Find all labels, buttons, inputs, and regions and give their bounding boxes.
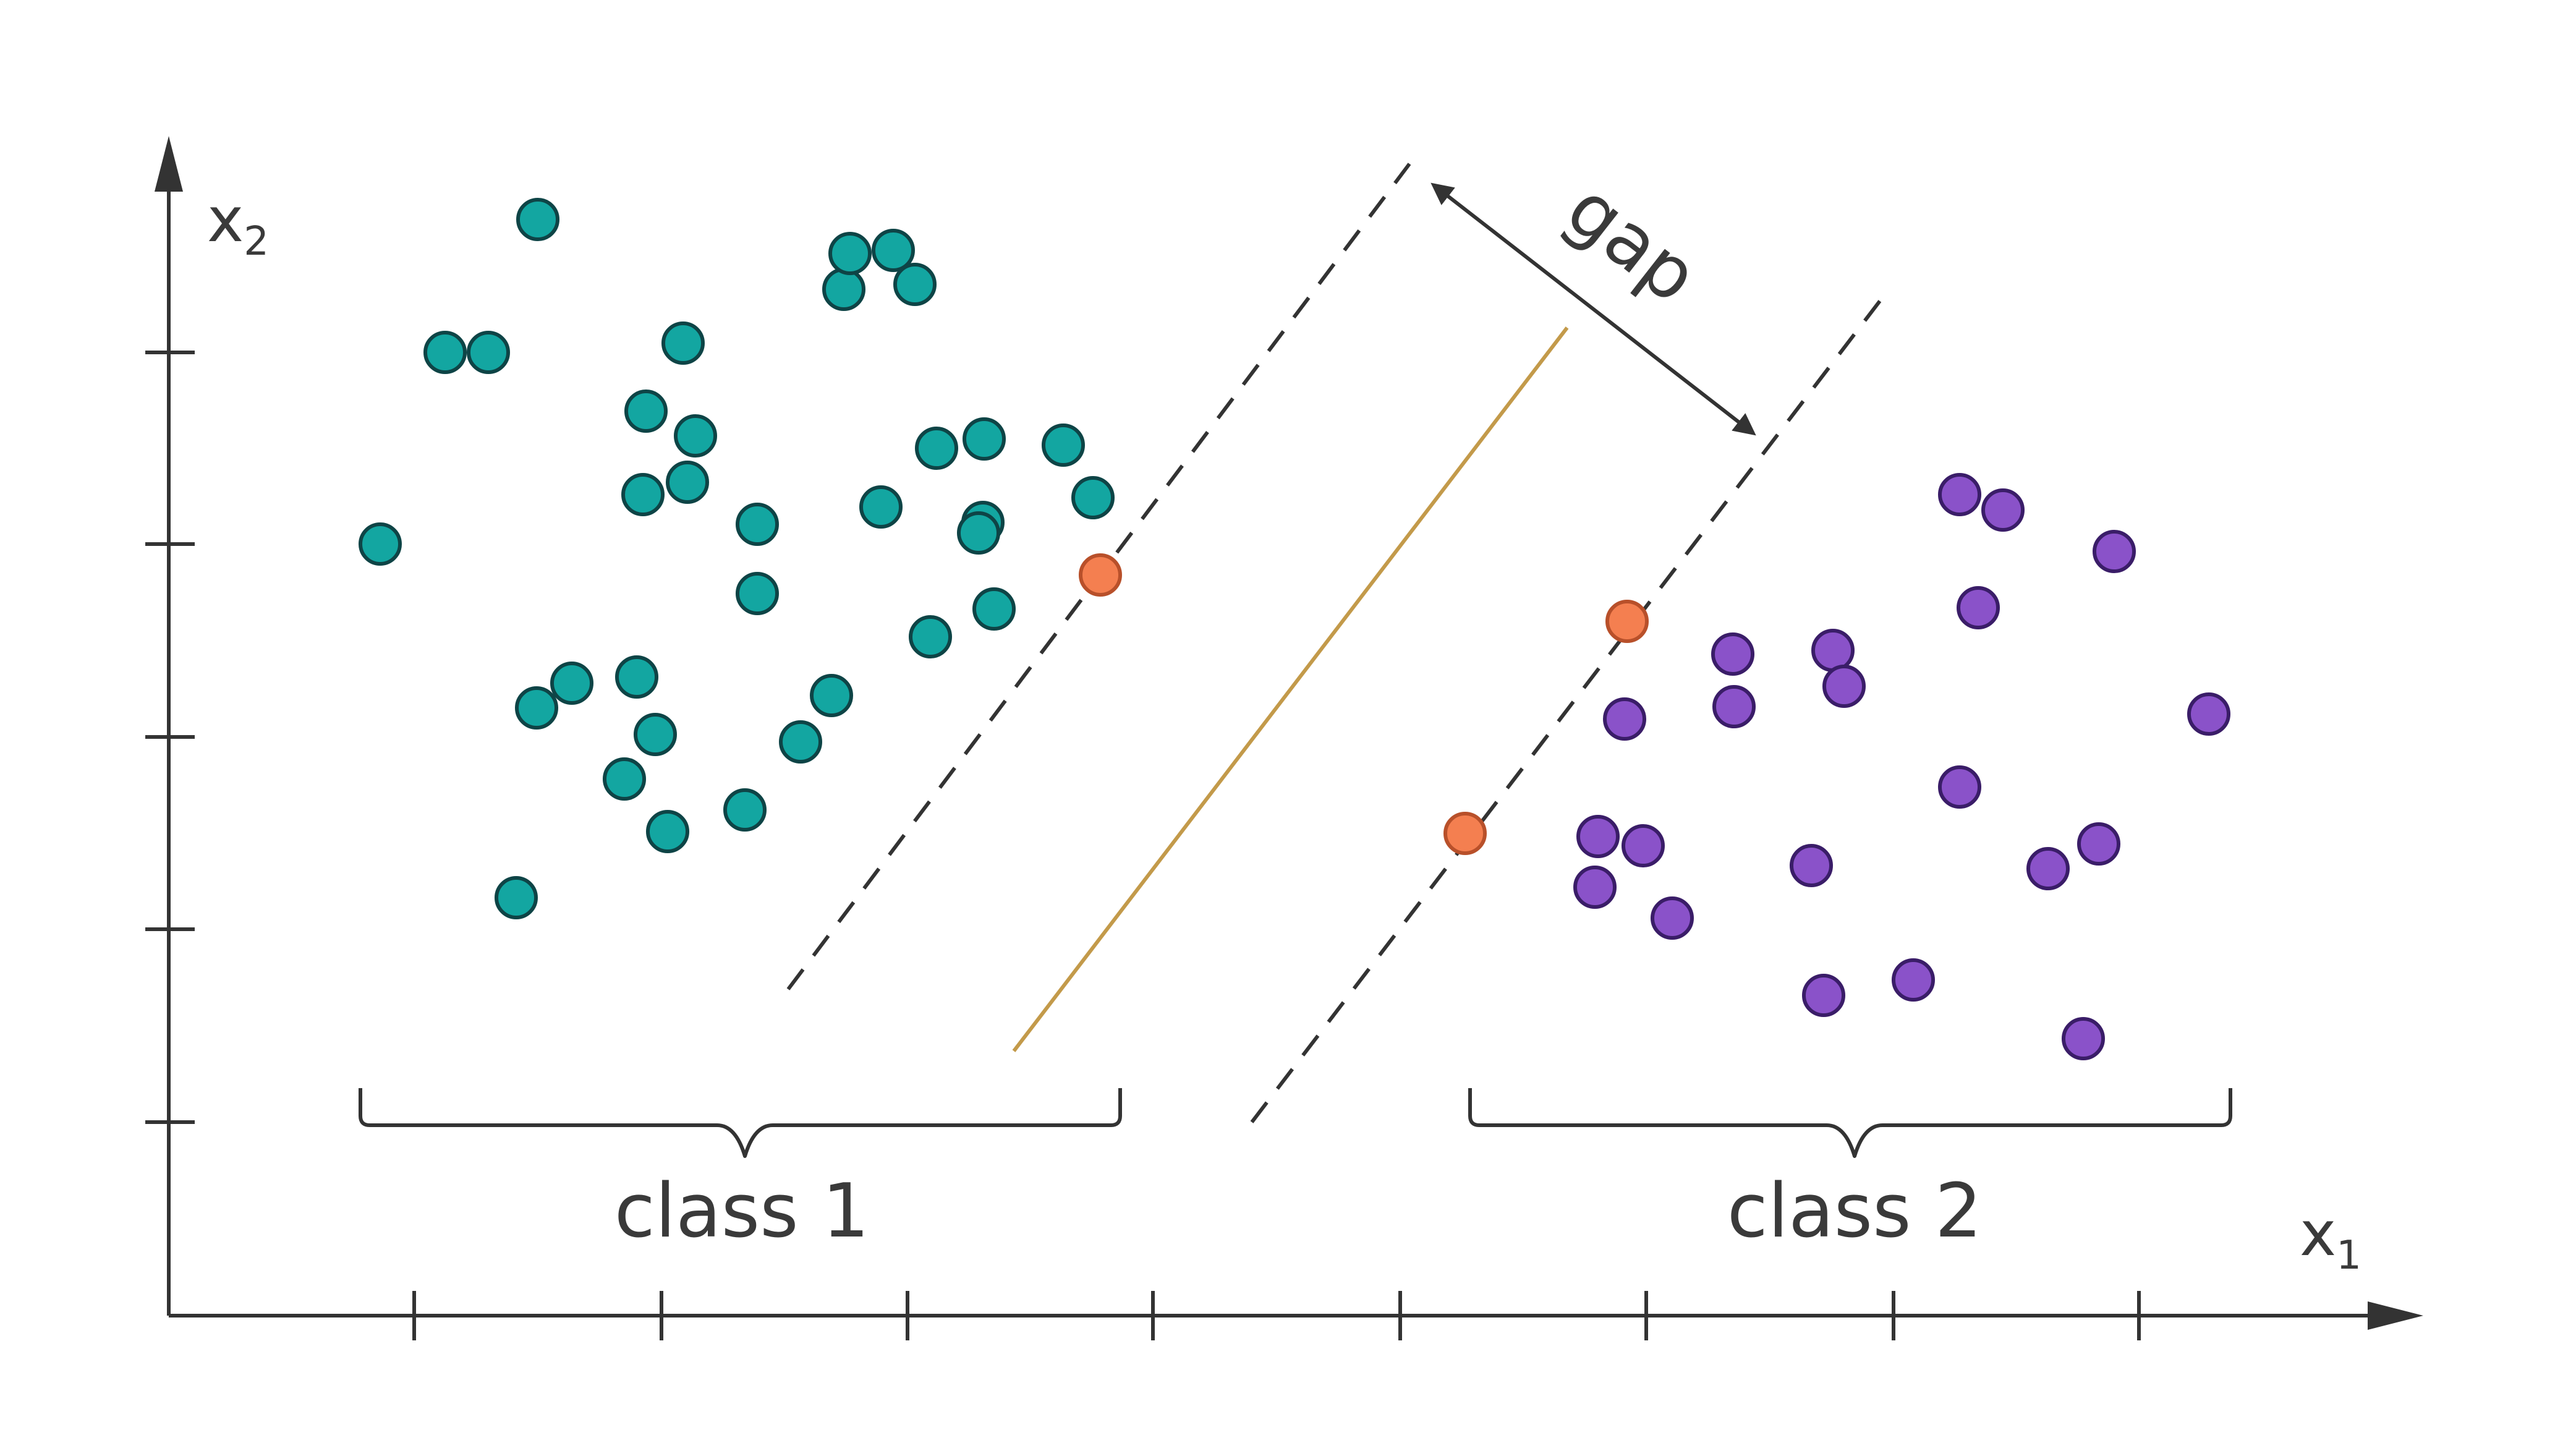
class1-point <box>495 876 538 919</box>
class1-point <box>972 587 1016 631</box>
class1-point <box>661 321 705 365</box>
class1-point <box>621 473 665 516</box>
class2-point <box>1573 866 1617 909</box>
class2-label: class 2 <box>1727 1168 1982 1254</box>
x-axis-label-main: x <box>2300 1198 2336 1270</box>
support-vector-point <box>1605 600 1649 643</box>
decision-boundary <box>1012 326 1569 1052</box>
support-vector-points <box>1079 553 1649 855</box>
y-axis-label-sub: 2 <box>244 219 269 265</box>
class2-point <box>1811 629 1855 672</box>
class1-point <box>423 331 467 374</box>
support-vector-point <box>1079 553 1122 597</box>
margin-line-right <box>1250 292 1887 1123</box>
class2-point <box>1938 473 1981 516</box>
class2-points <box>1573 473 2230 1060</box>
class1-point <box>624 389 668 433</box>
support-vector-point <box>1443 812 1487 855</box>
class1-label: class 1 <box>614 1168 869 1254</box>
class1-point <box>646 810 689 853</box>
x-axis-label: x1 <box>2300 1198 2361 1279</box>
class1-point <box>957 511 1000 555</box>
class2-point <box>2187 692 2230 736</box>
class1-point <box>963 417 1006 461</box>
class2-point <box>1622 824 1665 867</box>
class2-point <box>1822 665 1866 708</box>
class1-point <box>359 522 402 566</box>
gap-arrow <box>1430 182 1756 436</box>
class1-point <box>822 268 865 311</box>
class1-point <box>515 686 558 730</box>
y-axis-label: x2 <box>207 184 269 265</box>
class1-point <box>516 198 559 241</box>
class1-point <box>828 232 872 275</box>
class1-point <box>674 414 717 458</box>
class2-point <box>1938 765 1981 809</box>
class1-point <box>723 788 767 832</box>
class1-point <box>893 263 937 306</box>
axes: x2 x1 <box>145 136 2423 1340</box>
class1-point <box>736 503 779 546</box>
class2-point <box>1711 632 1754 676</box>
class2-point <box>2077 822 2120 866</box>
class2-point <box>2093 530 2136 573</box>
class1-point <box>603 757 646 801</box>
class1-point <box>859 485 903 529</box>
class1-point <box>915 427 958 470</box>
class2-point <box>2026 847 2070 890</box>
y-axis-arrowhead <box>155 136 183 192</box>
class1-point <box>872 229 915 272</box>
y-axis-label-main: x <box>207 184 244 256</box>
class1-point <box>1042 424 1085 467</box>
class1-point <box>634 713 677 756</box>
class1-point <box>1071 476 1115 519</box>
class2-point <box>1802 974 1845 1017</box>
brace-class2 <box>1468 1088 2232 1158</box>
brace-class1 <box>359 1088 1122 1158</box>
class1-point <box>467 331 510 374</box>
class1-point <box>615 655 658 699</box>
class1-point <box>666 461 709 504</box>
class2-point <box>1790 844 1833 887</box>
class2-point <box>1576 815 1620 858</box>
class1-point <box>550 662 593 705</box>
class1-point <box>779 720 822 764</box>
class1-points <box>359 198 1115 919</box>
class2-point <box>1712 685 1756 728</box>
x-axis-label-sub: 1 <box>2336 1233 2361 1279</box>
class1-point <box>909 615 952 658</box>
class1-point <box>736 572 779 615</box>
class2-point <box>2062 1017 2105 1060</box>
class2-point <box>1981 488 2025 532</box>
class2-point <box>1892 958 1935 1002</box>
class2-point <box>1651 896 1694 940</box>
class2-point <box>1603 697 1646 741</box>
class2-point <box>1957 586 2000 629</box>
x-axis-arrowhead <box>2368 1301 2423 1330</box>
class1-point <box>810 674 853 717</box>
